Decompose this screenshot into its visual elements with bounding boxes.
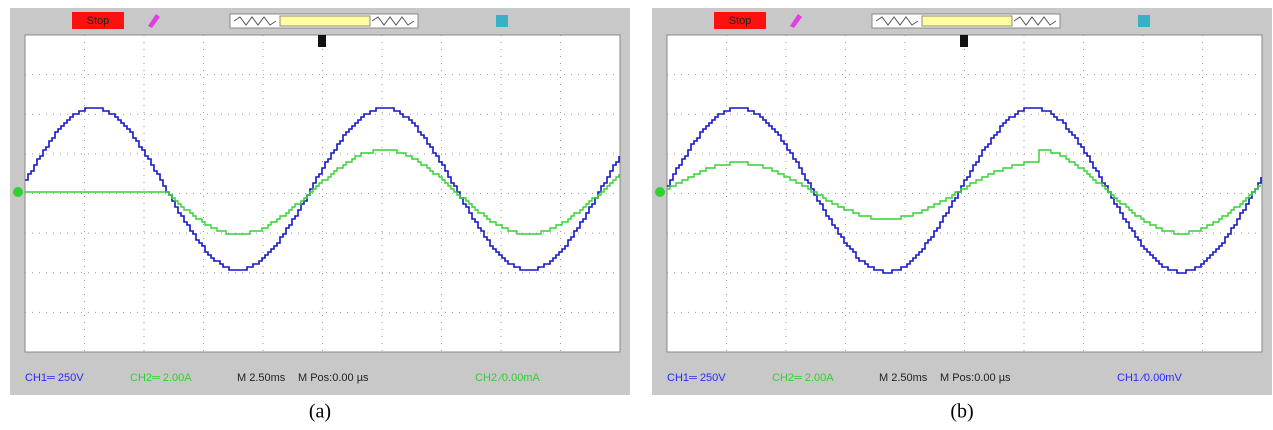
trigger-marker <box>318 35 326 47</box>
menu-position: M Pos:0.00 µs <box>940 372 1011 384</box>
oscilloscope-figure: Stop CH1═ 250V CH2═ 2.00A M 2.50ms M Pos:0.0… <box>0 0 1273 430</box>
scope-panel: Stop CH1═ 250V CH2═ 2.00A M 2.50ms M Pos:0.0… <box>10 8 630 423</box>
menu-position: M Pos:0.00 µs <box>298 372 369 384</box>
scope-panel: Stop CH1═ 250V CH2═ 2.00A M 2.50ms M Pos:0.0… <box>652 8 1272 423</box>
trigger-level: CH2 ⁄0.00mA <box>475 372 540 384</box>
trigger-window <box>280 16 370 26</box>
ch2-scale: CH2═ 2.00A <box>772 372 834 384</box>
channel-marker <box>655 187 665 197</box>
page: Stop CH1═ 250V CH2═ 2.00A M 2.50ms M Pos:0.0… <box>0 0 1273 430</box>
trigger-window <box>922 16 1012 26</box>
timebase: M 2.50ms <box>237 372 286 384</box>
scope-screen <box>667 35 1262 352</box>
network-icon <box>496 15 508 27</box>
status-label: Stop <box>729 15 752 27</box>
network-icon <box>1138 15 1150 27</box>
caption: (b) <box>950 401 973 423</box>
ch2-scale: CH2═ 2.00A <box>130 372 192 384</box>
caption: (a) <box>309 401 331 423</box>
status-label: Stop <box>87 15 110 27</box>
timebase: M 2.50ms <box>879 372 928 384</box>
channel-marker <box>13 187 23 197</box>
trigger-marker <box>960 35 968 47</box>
scope-screen <box>25 35 620 352</box>
ch1-scale: CH1═ 250V <box>667 372 726 384</box>
ch1-scale: CH1═ 250V <box>25 372 84 384</box>
trigger-level: CH1 ⁄0.00mV <box>1117 372 1182 384</box>
